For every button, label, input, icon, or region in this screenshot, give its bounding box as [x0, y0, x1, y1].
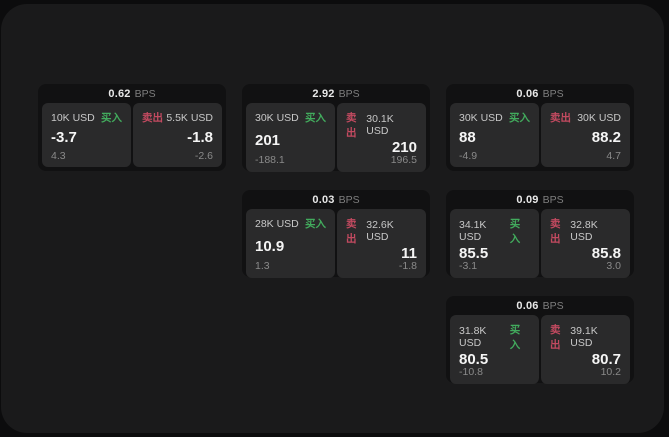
- bps-value: 2.92: [312, 87, 335, 100]
- sell-quote-tile[interactable]: 卖出 32.6K USD 11 -1.8: [337, 209, 426, 278]
- bps-unit-label: BPS: [338, 193, 360, 206]
- sell-quote-tile[interactable]: 卖出 39.1K USD 80.7 10.2: [541, 315, 630, 384]
- bps-unit-label: BPS: [134, 87, 156, 100]
- sell-sub-value: 196.5: [390, 154, 417, 166]
- buy-label: 买入: [509, 324, 521, 351]
- quote-card: 0.06 BPS 31.8K USD 买入 80.5 -10.8 卖出 39.1…: [446, 296, 634, 384]
- buy-quote-tile[interactable]: 31.8K USD 买入 80.5 -10.8: [450, 315, 539, 384]
- bps-value: 0.06: [516, 87, 539, 100]
- sell-label: 卖出: [550, 112, 571, 124]
- buy-quote-tile[interactable]: 34.1K USD 买入 85.5 -3.1: [450, 209, 539, 278]
- sell-price: 88.2: [591, 129, 621, 147]
- buy-label: 买入: [305, 112, 326, 124]
- sell-sub-value: 3.0: [606, 260, 621, 272]
- quote-card: 2.92 BPS 30K USD 买入 201 -188.1 卖出 30.1K …: [242, 84, 430, 172]
- sell-amount: 32.8K USD: [570, 219, 598, 243]
- bps-header: 0.06 BPS: [450, 84, 630, 103]
- bps-unit-label: BPS: [542, 193, 564, 206]
- buy-sub-value: -10.8: [459, 366, 483, 378]
- bps-header: 0.03 BPS: [246, 190, 426, 209]
- bps-value: 0.06: [516, 299, 539, 312]
- buy-amount: 10K USD: [51, 111, 95, 124]
- buy-sub-value: -4.9: [459, 149, 478, 162]
- buy-price: 88: [459, 129, 476, 147]
- sell-price: 80.7: [591, 351, 621, 368]
- bps-header: 0.62 BPS: [42, 84, 222, 103]
- sell-amount: 30K USD: [577, 111, 621, 124]
- buy-amount: 30K USD: [459, 111, 503, 124]
- bps-unit-label: BPS: [542, 87, 564, 100]
- sell-label: 卖出: [550, 324, 561, 351]
- buy-amount: 28K USD: [255, 217, 299, 230]
- buy-label: 买入: [509, 218, 521, 245]
- sell-label: 卖出: [346, 218, 357, 245]
- sell-amount: 32.6K USD: [366, 219, 394, 243]
- quote-card: 0.09 BPS 34.1K USD 买入 85.5 -3.1 卖出 32.8K…: [446, 190, 634, 278]
- sell-quote-tile[interactable]: 卖出 32.8K USD 85.8 3.0: [541, 209, 630, 278]
- sell-price: -1.8: [187, 129, 213, 147]
- bps-header: 2.92 BPS: [246, 84, 426, 103]
- sell-sub-value: -1.8: [398, 260, 417, 272]
- buy-sub-value: -188.1: [255, 154, 285, 166]
- sell-quote-tile[interactable]: 卖出 5.5K USD -1.8 -2.6: [133, 103, 222, 167]
- sell-quote-tile[interactable]: 卖出 30.1K USD 210 196.5: [337, 103, 426, 172]
- buy-amount: 30K USD: [255, 111, 299, 124]
- buy-amount: 31.8K USD: [459, 325, 487, 349]
- sell-amount: 5.5K USD: [166, 111, 213, 124]
- sell-label: 卖出: [346, 112, 357, 139]
- buy-quote-tile[interactable]: 10K USD 买入 -3.7 4.3: [42, 103, 131, 167]
- sell-price: 210: [391, 139, 417, 156]
- quote-card: 0.06 BPS 30K USD 买入 88 -4.9 卖出 30K USD: [446, 84, 634, 171]
- main-panel: 0.62 BPS 10K USD 买入 -3.7 4.3 卖出 5.5K USD: [1, 4, 664, 433]
- buy-price: -3.7: [51, 129, 77, 147]
- sell-sub-value: -2.6: [194, 149, 213, 162]
- buy-amount: 34.1K USD: [459, 219, 487, 243]
- sell-price: 11: [401, 245, 417, 262]
- quote-card-grid: 0.62 BPS 10K USD 买入 -3.7 4.3 卖出 5.5K USD: [38, 84, 634, 384]
- buy-quote-tile[interactable]: 28K USD 买入 10.9 1.3: [246, 209, 335, 278]
- buy-price: 80.5: [459, 351, 489, 368]
- buy-price: 85.5: [459, 245, 489, 262]
- quote-card: 0.62 BPS 10K USD 买入 -3.7 4.3 卖出 5.5K USD: [38, 84, 226, 171]
- bps-unit-label: BPS: [338, 87, 360, 100]
- sell-sub-value: 10.2: [600, 366, 621, 378]
- sell-amount: 30.1K USD: [366, 113, 394, 137]
- buy-price: 10.9: [255, 237, 285, 255]
- sell-amount: 39.1K USD: [570, 325, 598, 349]
- buy-label: 买入: [509, 112, 530, 124]
- buy-sub-value: 1.3: [255, 260, 270, 272]
- sell-sub-value: 4.7: [606, 149, 621, 162]
- bps-header: 0.06 BPS: [450, 296, 630, 315]
- buy-quote-tile[interactable]: 30K USD 买入 201 -188.1: [246, 103, 335, 172]
- buy-quote-tile[interactable]: 30K USD 买入 88 -4.9: [450, 103, 539, 167]
- bps-unit-label: BPS: [542, 299, 564, 312]
- sell-label: 卖出: [142, 112, 163, 124]
- bps-value: 0.09: [516, 193, 539, 206]
- buy-price: 201: [255, 131, 281, 149]
- sell-label: 卖出: [550, 218, 561, 245]
- bps-value: 0.62: [108, 87, 131, 100]
- quote-card: 0.03 BPS 28K USD 买入 10.9 1.3 卖出 32.6K US…: [242, 190, 430, 278]
- buy-label: 买入: [305, 218, 326, 230]
- buy-label: 买入: [101, 112, 122, 124]
- bps-header: 0.09 BPS: [450, 190, 630, 209]
- bps-value: 0.03: [312, 193, 335, 206]
- buy-sub-value: -3.1: [459, 260, 478, 272]
- buy-sub-value: 4.3: [51, 149, 66, 162]
- sell-quote-tile[interactable]: 卖出 30K USD 88.2 4.7: [541, 103, 630, 167]
- sell-price: 85.8: [591, 245, 621, 262]
